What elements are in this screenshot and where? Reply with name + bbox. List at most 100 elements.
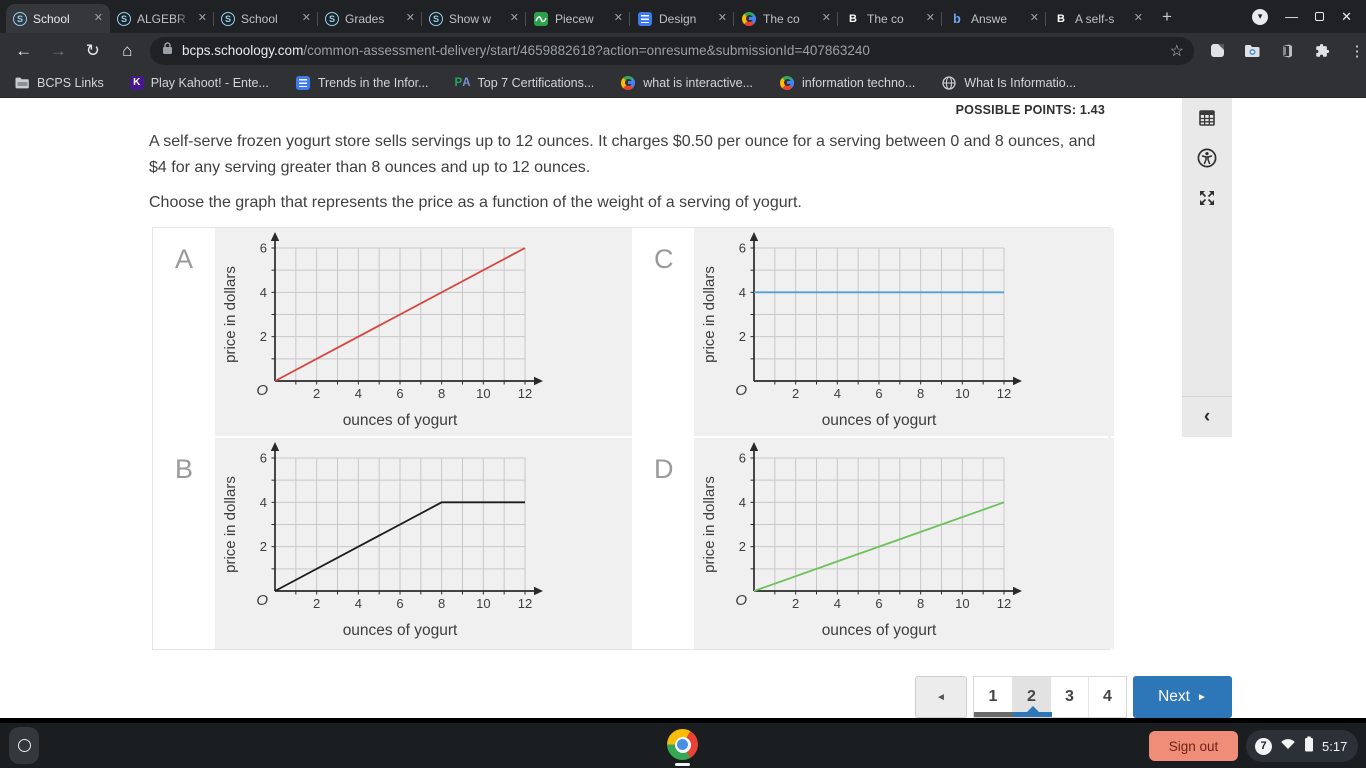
bookmark-item[interactable]: What Is Informatio... [941, 75, 1076, 91]
svg-text:2: 2 [313, 386, 320, 401]
bookmark-item[interactable]: information techno... [779, 75, 915, 91]
tab-close-icon[interactable]: ✕ [821, 12, 831, 24]
lock-icon[interactable] [162, 41, 173, 60]
extensions-puzzle-icon[interactable] [1313, 42, 1331, 60]
bookmark-label: what is interactive... [643, 75, 754, 90]
forward-icon[interactable]: → [49, 40, 67, 60]
browser-tab[interactable]: B The co ✕ [837, 4, 942, 33]
browser-tab[interactable]: S School ✕ [6, 4, 110, 33]
svg-text:8: 8 [438, 596, 445, 611]
active-app-indicator [675, 763, 690, 766]
bookmark-label: What Is Informatio... [964, 75, 1077, 90]
restore-icon[interactable] [1315, 12, 1325, 21]
bookmark-label: Top 7 Certifications... [477, 75, 595, 90]
svg-text:2: 2 [792, 596, 799, 611]
bookmark-label: information techno... [802, 75, 916, 90]
tab-title: A self-s [1075, 11, 1115, 26]
url-path: /common-assessment-delivery/start/465988… [303, 43, 870, 58]
window-controls: ▾ — ✕ [1252, 0, 1366, 33]
svg-text:6: 6 [875, 386, 882, 401]
downloads-folder-icon[interactable] [1243, 42, 1261, 60]
back-icon[interactable]: ← [15, 40, 33, 60]
svg-text:6: 6 [396, 596, 403, 611]
minimize-icon[interactable]: — [1285, 9, 1299, 24]
next-button[interactable]: Next ► [1133, 676, 1232, 718]
collapse-sidebar-button[interactable]: ‹ [1182, 396, 1232, 437]
bookmark-item[interactable]: what is interactive... [620, 75, 753, 91]
new-tab-button[interactable]: + [1154, 4, 1180, 30]
schoology-icon: S [13, 11, 27, 26]
tab-title: Design [659, 11, 697, 26]
status-tray[interactable]: 7 5:17 [1246, 730, 1358, 762]
tab-close-icon[interactable]: ✕ [925, 12, 935, 24]
browser-tab[interactable]: S ALGEBR ✕ [110, 4, 214, 33]
extension-icons: ⋮ [1208, 42, 1366, 60]
bookmark-item[interactable]: BCPS Links [14, 75, 104, 91]
bookmark-item[interactable]: K Play Kahoot! - Ente... [129, 75, 269, 90]
calculator-icon[interactable] [1182, 98, 1232, 138]
address-bar[interactable]: bcps.schoology.com/common-assessment-del… [150, 36, 1194, 65]
browser-tab[interactable]: The co ✕ [733, 4, 838, 33]
folder-icon [14, 75, 30, 91]
tab-close-icon[interactable]: ✕ [405, 12, 415, 24]
browser-tab[interactable]: Piecew ✕ [525, 4, 630, 33]
sign-out-button[interactable]: Sign out [1149, 731, 1238, 761]
bookmark-star-icon[interactable]: ☆ [1169, 42, 1184, 60]
page-button-3[interactable]: 3 [1050, 677, 1088, 717]
svg-text:4: 4 [260, 285, 267, 300]
google-icon [780, 75, 795, 90]
schoology-icon: S [221, 11, 235, 26]
tab-close-icon[interactable]: ✕ [93, 12, 103, 24]
tab-close-icon[interactable]: ✕ [1029, 12, 1039, 24]
tab-strip: S School ✕ S ALGEBR ✕ S School ✕ S Grades ✕ S Show w ✕… [0, 0, 1366, 33]
browser-tab[interactable]: b Answe ✕ [941, 4, 1046, 33]
svg-text:4: 4 [739, 285, 746, 300]
page-button-4[interactable]: 4 [1088, 677, 1126, 717]
browser-tab[interactable]: S Show w ✕ [421, 4, 526, 33]
bookmark-item[interactable]: P A Top 7 Certifications... [455, 75, 595, 91]
possible-points-label: POSSIBLE POINTS: 1.43 [955, 103, 1105, 117]
tab-close-icon[interactable]: ✕ [613, 12, 623, 24]
page-button-1[interactable]: 1 [988, 688, 998, 705]
svg-text:6: 6 [739, 241, 746, 256]
svg-text:2: 2 [260, 539, 267, 554]
svg-text:price in dollars: price in dollars [222, 266, 239, 363]
chrome-icon[interactable] [667, 729, 698, 760]
tab-close-icon[interactable]: ✕ [1133, 12, 1143, 24]
bookmark-item[interactable]: Trends in the Infor... [295, 75, 429, 91]
browser-tab[interactable]: Design ✕ [629, 4, 734, 33]
launcher-button[interactable] [9, 727, 39, 764]
browser-tab[interactable]: S Grades ✕ [317, 4, 422, 33]
schoology-icon: S [117, 11, 131, 26]
tab-title: School [33, 11, 70, 26]
url-host: bcps.schoology.com [182, 43, 304, 58]
extension-icon[interactable] [1208, 42, 1226, 60]
browser-tab[interactable]: S School ✕ [213, 4, 318, 33]
reload-icon[interactable]: ↻ [85, 40, 100, 60]
svg-text:ounces of yogurt: ounces of yogurt [822, 412, 937, 429]
tab-close-icon[interactable]: ✕ [717, 12, 727, 24]
tab-close-icon[interactable]: ✕ [301, 12, 311, 24]
close-window-icon[interactable]: ✕ [1341, 8, 1352, 24]
tab-search-icon[interactable]: ▾ [1252, 8, 1269, 25]
previous-page-button[interactable]: ◄ [915, 676, 967, 718]
fullscreen-icon[interactable] [1182, 178, 1232, 218]
svg-text:2: 2 [739, 329, 746, 344]
svg-text:6: 6 [260, 241, 267, 256]
browser-tab[interactable]: B A self-s ✕ [1045, 4, 1150, 33]
globe-icon [941, 75, 957, 91]
accessibility-icon[interactable] [1182, 138, 1232, 178]
tab-close-icon[interactable]: ✕ [197, 12, 207, 24]
option-letter: A [175, 244, 194, 274]
battery-icon [1304, 736, 1314, 757]
svg-text:12: 12 [518, 596, 532, 611]
office-extension-icon[interactable] [1278, 42, 1296, 60]
home-icon[interactable]: ⌂ [122, 40, 133, 60]
browser-menu-icon[interactable]: ⋮ [1349, 42, 1365, 60]
tab-close-icon[interactable]: ✕ [509, 12, 519, 24]
